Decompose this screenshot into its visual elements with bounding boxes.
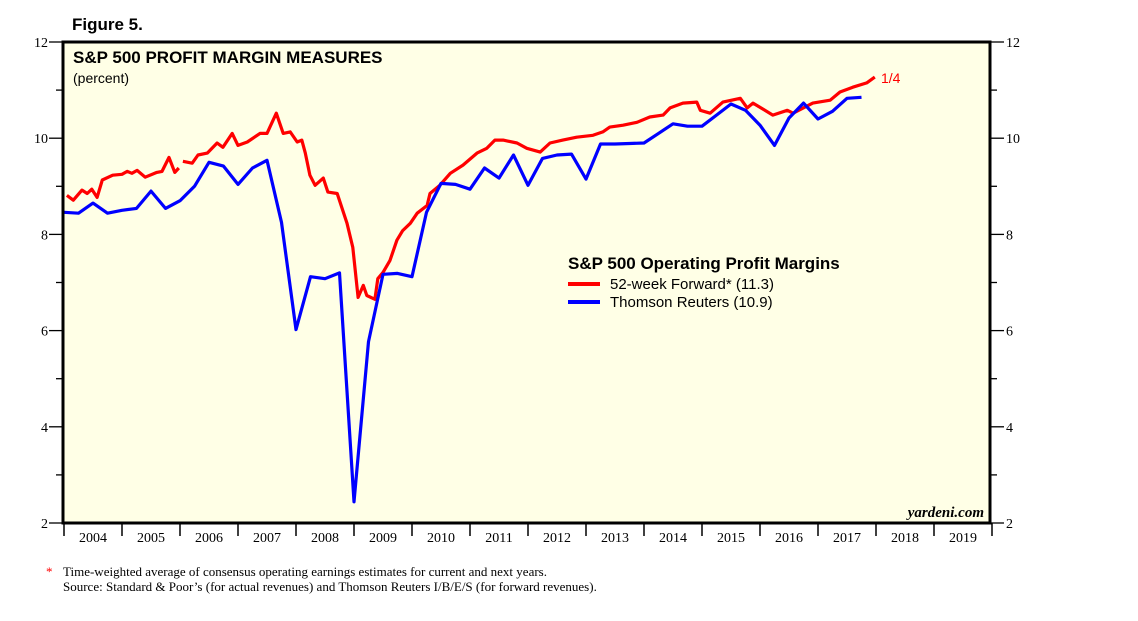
figure-label: Figure 5. — [72, 15, 143, 34]
chart-subtitle: (percent) — [73, 70, 129, 86]
y-tick-label-left: 10 — [34, 132, 48, 147]
y-tick-label-left: 8 — [41, 228, 48, 243]
x-tick-label: 2009 — [369, 531, 397, 546]
x-tick-label: 2011 — [485, 531, 512, 546]
chart-title: S&P 500 PROFIT MARGIN MEASURES — [73, 48, 383, 67]
watermark: yardeni.com — [906, 505, 984, 521]
series-layer — [63, 75, 876, 504]
y-tick-label-right: 6 — [1006, 325, 1013, 340]
x-tick-label: 2007 — [253, 531, 281, 546]
y-tick-label-right: 12 — [1006, 36, 1020, 51]
footnote-line-1: Time-weighted average of consensus opera… — [63, 564, 547, 579]
y-tick-label-left: 6 — [41, 325, 48, 340]
legend-entry-forward: 52-week Forward* (11.3) — [610, 276, 774, 293]
annotation-latest-date: 1/4 — [881, 70, 901, 86]
x-tick-label: 2019 — [949, 531, 977, 546]
legend-title: S&P 500 Operating Profit Margins — [568, 254, 840, 273]
plot-frame — [61, 40, 992, 525]
x-tick-label: 2004 — [79, 531, 107, 546]
x-tick-label: 2008 — [311, 531, 339, 546]
x-tick-label: 2018 — [891, 531, 919, 546]
y-axis-left: 2 4 6 8 10 12 — [34, 36, 63, 532]
y-tick-label-right: 4 — [1006, 421, 1013, 436]
y-tick-label-left: 12 — [34, 36, 48, 51]
x-tick-label: 2010 — [427, 531, 455, 546]
x-tick-label: 2015 — [717, 531, 745, 546]
x-tick-label: 2014 — [659, 531, 687, 546]
x-tick-label: 2017 — [833, 531, 861, 546]
y-tick-label-right: 10 — [1006, 132, 1020, 147]
y-tick-label-right: 2 — [1006, 517, 1013, 532]
y-tick-label-left: 4 — [41, 421, 48, 436]
series-line-thomson-reuters — [63, 95, 862, 504]
legend-entry-thomson: Thomson Reuters (10.9) — [610, 294, 773, 311]
plot-area — [63, 42, 990, 523]
x-tick-label: 2013 — [601, 531, 629, 546]
x-tick-label: 2006 — [195, 531, 223, 546]
y-axis-right: 2 4 6 8 10 12 — [990, 36, 1020, 532]
footnote-line-2: Source: Standard & Poor’s (for actual re… — [63, 579, 597, 594]
y-tick-label-left: 2 — [41, 517, 48, 532]
x-tick-label: 2012 — [543, 531, 571, 546]
x-tick-label: 2016 — [775, 531, 803, 546]
x-tick-label: 2005 — [137, 531, 165, 546]
footnote-marker: * — [46, 564, 53, 579]
x-axis: 2004 2005 2006 2007 2008 2009 2010 2011 2012 2013… — [63, 523, 993, 546]
legend: S&P 500 Operating Profit Margins 52-week… — [568, 254, 840, 311]
y-tick-label-right: 8 — [1006, 228, 1013, 243]
